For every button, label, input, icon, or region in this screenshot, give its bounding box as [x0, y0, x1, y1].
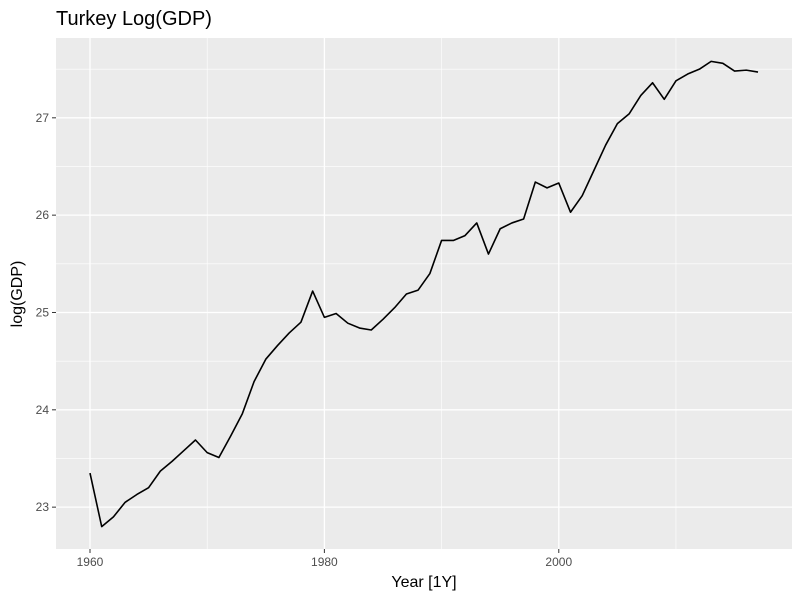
series-line — [89, 60, 759, 528]
x-tick-label: 1980 — [311, 555, 338, 569]
x-tick-label: 2000 — [545, 555, 572, 569]
chart-title: Turkey Log(GDP) — [56, 8, 212, 30]
x-axis: 1960 1980 2000 — [77, 549, 572, 569]
y-tick-label: 24 — [36, 403, 50, 417]
y-axis-title: log(GDP) — [9, 261, 26, 328]
plot-panel — [56, 38, 792, 549]
y-tick-label: 26 — [36, 208, 50, 222]
y-tick-label: 25 — [36, 305, 50, 319]
y-tick-label: 27 — [36, 111, 50, 125]
major-gridlines — [56, 38, 792, 549]
minor-gridlines — [56, 38, 792, 549]
x-tick-label: 1960 — [77, 555, 104, 569]
y-tick-label: 23 — [36, 500, 50, 514]
series-layer — [89, 60, 759, 528]
x-axis-title: Year [1Y] — [391, 574, 456, 591]
y-axis: 23 24 25 26 27 — [36, 111, 56, 514]
